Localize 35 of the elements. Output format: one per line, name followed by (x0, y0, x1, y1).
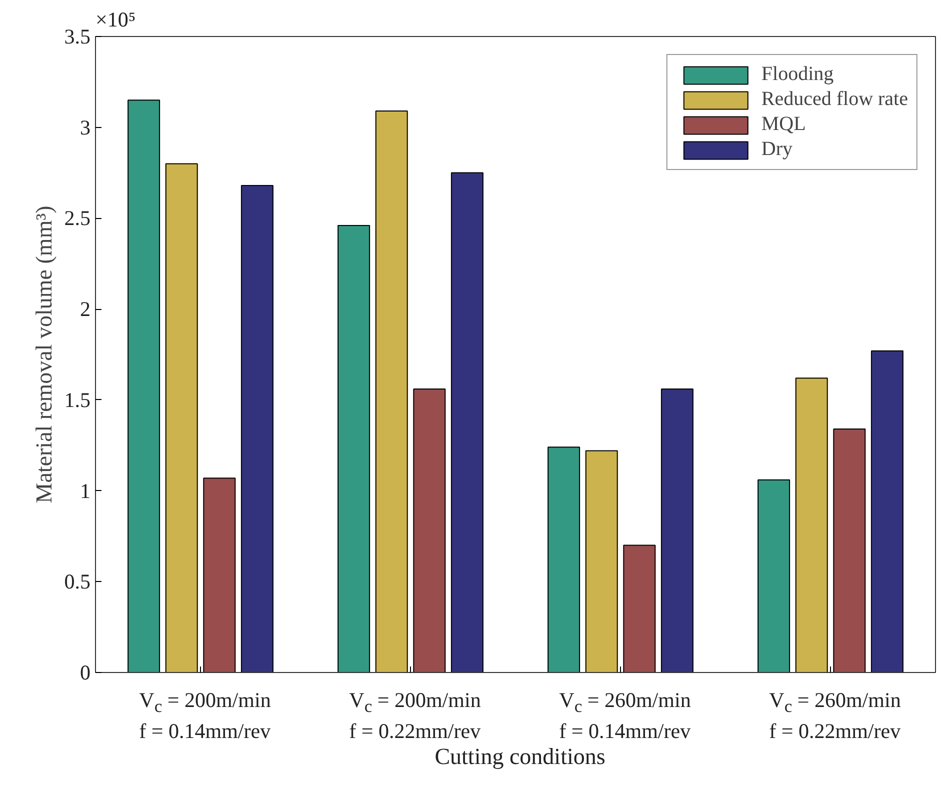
x-tick-label: V$_{c}$ = 260m/min f = 0.22mm/rev (769, 687, 901, 745)
bar (128, 100, 160, 672)
x-tick-label: V$_{c}$ = 200m/min f = 0.22mm/rev (349, 687, 481, 745)
legend-label: Flooding (761, 63, 834, 86)
bar (870, 350, 904, 672)
y-tick-label: 1.5 (64, 388, 90, 412)
y-tick-label: 3 (80, 115, 90, 140)
legend-label: MQL (761, 113, 806, 136)
bar (795, 378, 828, 672)
bar (548, 446, 580, 672)
bar (413, 388, 446, 672)
y-tick-label: 3.5 (64, 24, 90, 48)
bar (375, 110, 408, 672)
bar (338, 224, 370, 672)
x-tick-label: V$_{c}$ = 200m/min f = 0.14mm/rev (139, 687, 271, 745)
bar (450, 172, 484, 672)
legend-label: Dry (761, 138, 792, 161)
y-tick-label: 1 (80, 478, 90, 503)
y-tick-label: 0.5 (64, 570, 90, 594)
bar (758, 479, 790, 672)
x-tick-label: V$_{c}$ = 260m/min f = 0.14mm/rev (559, 687, 691, 745)
x-axis-title: Cutting conditions (434, 743, 606, 771)
text: ×10⁵ (96, 8, 136, 32)
bar (203, 478, 236, 672)
y-axis-title: Material removal volume (mm³) (31, 206, 56, 504)
bar (585, 450, 618, 672)
legend-label: Reduced flow rate (761, 88, 908, 111)
y-tick-label: 2 (80, 297, 90, 322)
bar (623, 544, 656, 672)
bar (660, 388, 694, 672)
bar (240, 185, 274, 672)
y-tick-label: 0 (80, 660, 90, 684)
bar (165, 163, 198, 672)
y-tick-label: 2.5 (64, 206, 90, 230)
bar (833, 428, 866, 672)
